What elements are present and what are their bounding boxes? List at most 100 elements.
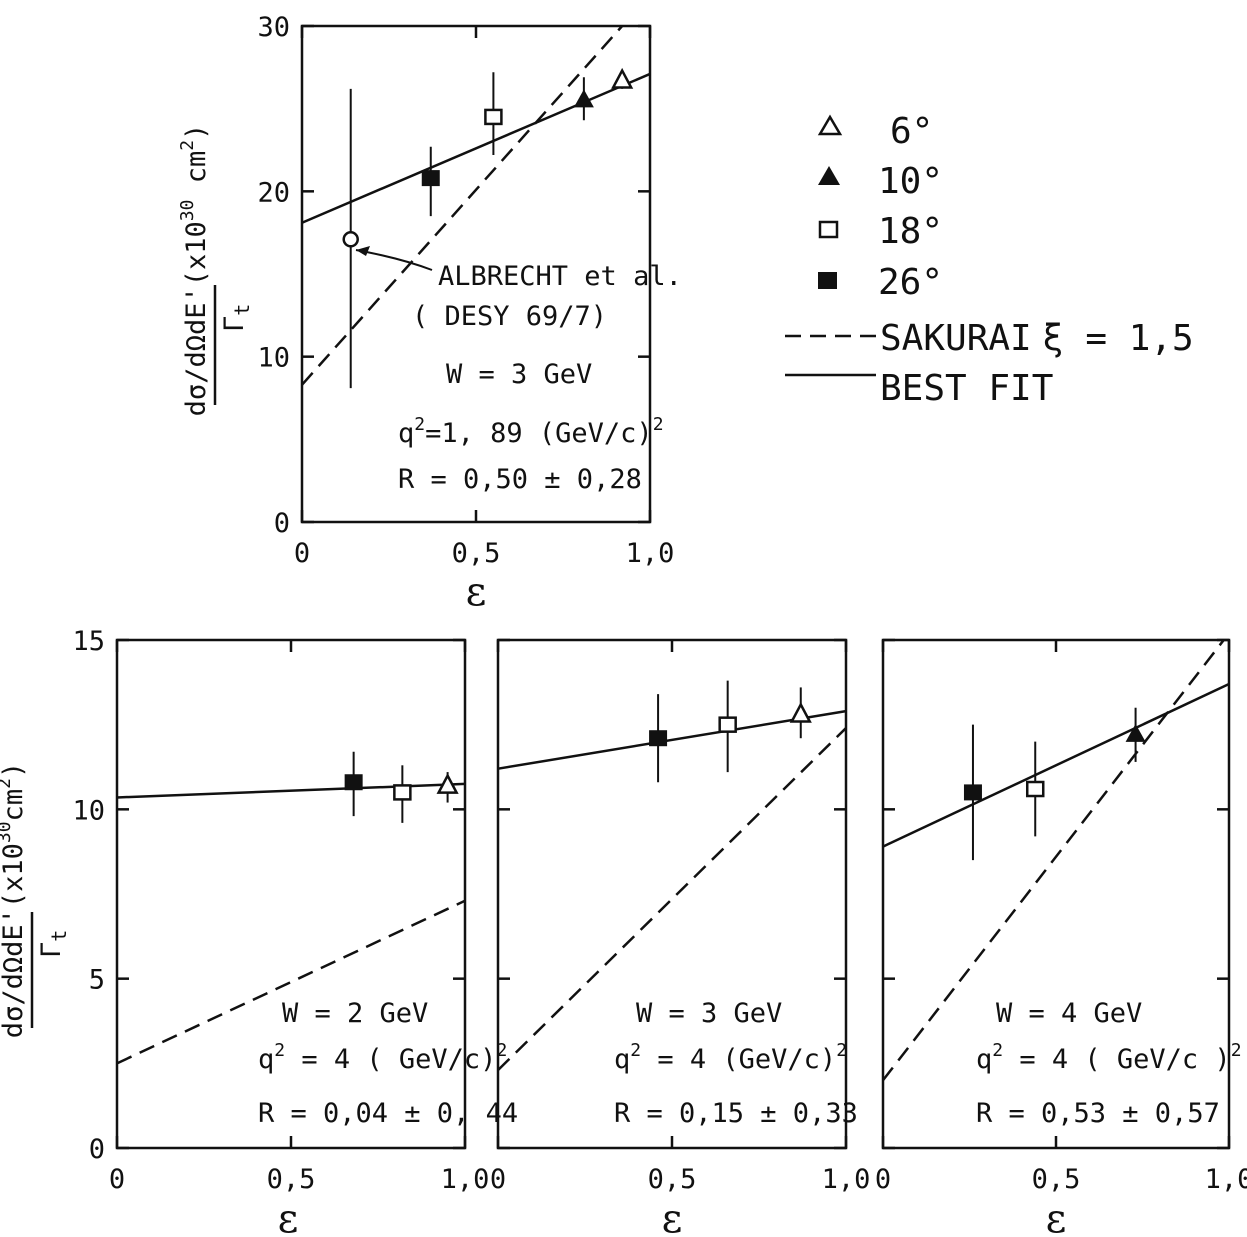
param-q2-value: = 4 (GeV/c) [641, 1044, 836, 1075]
marker-group [963, 707, 1146, 861]
filled-triangle-point [573, 89, 594, 108]
line-group [497, 709, 847, 1071]
legend-label-26deg: 26° [878, 262, 943, 303]
y-tick-label: 10 [257, 343, 290, 374]
param-w: W = 4 GeV [996, 998, 1142, 1029]
annotation-line-2: ( DESY 69/7) [412, 301, 607, 332]
legend-item-10deg: 10° [818, 161, 943, 202]
legend-item-18deg: 18° [818, 211, 943, 252]
y-label-unit2: cm [181, 151, 212, 200]
best-fit-line [882, 682, 1230, 848]
x-tick-label: 1,0 [822, 1164, 871, 1195]
x-tick-label: 0,5 [267, 1164, 316, 1195]
legend-item-26deg: 26° [818, 262, 943, 303]
sakurai-line [301, 25, 624, 386]
legend-item-best-fit: BEST FIT [785, 368, 1053, 409]
best-fit-line [497, 709, 847, 770]
line-group [301, 25, 651, 386]
albrecht-annotation: ALBRECHT et al. ( DESY 69/7) [355, 246, 682, 332]
y-label-numerator: dσ/dΩdE' [0, 908, 29, 1038]
param-q2-exp: 2 [274, 1040, 285, 1061]
param-q2: q2 = 4 (GeV/c)2 [614, 1040, 847, 1075]
param-r: R = 0,50 ± 0,28 [398, 464, 642, 495]
marker-group [649, 680, 812, 783]
param-q2-value: =1, 89 (GeV/c) [425, 418, 653, 449]
param-q2-value: = 4 ( GeV/c ) [1003, 1044, 1231, 1075]
y-label-exponent2: 2 [177, 140, 198, 151]
tick-group: 0 0,5 1,0 0 10 20 30 [257, 12, 674, 569]
param-r: R = 0,04 ± 0, 44 [258, 1098, 518, 1129]
legend-label-18deg: 18° [878, 211, 943, 252]
x-tick-label: 0,5 [648, 1164, 697, 1195]
sakurai-line [116, 899, 466, 1065]
x-tick-label: 0 [875, 1164, 891, 1195]
param-q2: q2=1, 89 (GeV/c)2 [398, 414, 664, 449]
open-triangle-point [611, 67, 634, 89]
y-label-exponent: 30 [177, 200, 198, 222]
y-label-exponent: 30 [0, 821, 15, 843]
filled-square-point [649, 730, 668, 747]
legend-label-best-fit: BEST FIT [880, 368, 1053, 409]
x-tick-label: 1,0 [1205, 1164, 1247, 1195]
chart-panel-bottom-middle: 0 0,5 1,0 ε W = 3 GeV q2 = 4 (GeV/c)2 R = … [490, 638, 871, 1237]
x-tick-label: 0 [109, 1164, 125, 1195]
y-tick-label: 0 [274, 508, 290, 539]
line-group [882, 639, 1230, 1082]
param-q2-unit-exp: 2 [653, 414, 664, 435]
svg-text:Γt: Γt [36, 930, 71, 958]
legend-label-xi: ξ = 1,5 [1042, 318, 1194, 359]
filled-square-point [421, 170, 440, 187]
param-q2-q: q [614, 1044, 630, 1075]
y-tick-label: 20 [257, 177, 290, 208]
y-label-denominator-sub: t [47, 930, 71, 942]
x-tick-label: 0,5 [452, 538, 501, 569]
legend-label-6deg: 6° [890, 111, 933, 152]
param-w: W = 2 GeV [282, 998, 428, 1029]
y-label-denominator: Γ [36, 942, 67, 958]
open-square-point [393, 784, 412, 801]
param-q2: q2 = 4 ( GeV/c )2 [976, 1040, 1242, 1075]
param-w: W = 3 GeV [446, 359, 592, 390]
y-tick-label: 30 [257, 12, 290, 43]
y-tick-label: 10 [72, 795, 105, 826]
marker-group [344, 751, 459, 823]
y-axis-label: dσ/dΩdE'(x1030 cm2) Γt [177, 124, 254, 417]
filled-square-marker [818, 272, 837, 289]
open-triangle-point [436, 772, 459, 794]
x-tick-label: 1,0 [626, 538, 675, 569]
y-label-unit: (x10 [181, 221, 212, 286]
open-square-point [484, 108, 503, 126]
annotation-line-1: ALBRECHT et al. [438, 261, 682, 292]
param-r: R = 0,53 ± 0,57 [976, 1098, 1220, 1129]
y-label-close: ) [0, 762, 29, 778]
param-q2-exp: 2 [414, 414, 425, 435]
legend-item-sakurai: SAKURAI ξ = 1,5 [785, 318, 1194, 359]
param-q2-q: q [398, 418, 414, 449]
param-q2-q: q [258, 1044, 274, 1075]
filled-triangle-marker [818, 166, 840, 185]
open-triangle-marker [817, 114, 843, 136]
x-tick-label: 0,5 [1032, 1164, 1081, 1195]
y-tick-label: 15 [72, 626, 105, 657]
tick-group: 0 0,5 1,0 [490, 638, 871, 1195]
legend-label-sakurai: SAKURAI [880, 318, 1032, 359]
chart-panel-bottom-right: 0 0,5 1,0 ε W = 4 GeV q2 = 4 ( GeV/c )2 R … [875, 638, 1247, 1237]
x-tick-label: 0 [294, 538, 310, 569]
y-label-numerator: dσ/dΩdE' [181, 286, 212, 416]
open-circle-point [342, 231, 359, 248]
param-q2-exp: 2 [630, 1040, 641, 1061]
open-square-marker [818, 220, 839, 239]
best-fit-line [116, 782, 466, 799]
param-q2-unit-exp: 2 [1231, 1040, 1242, 1061]
open-triangle-point [789, 701, 812, 723]
legend-item-6deg: 6° [817, 111, 933, 152]
y-label-unit: (x10 [0, 843, 29, 908]
param-r: R = 0,15 ± 0,33 [614, 1098, 858, 1129]
x-tick-label: 0 [490, 1164, 506, 1195]
x-axis-label: ε [662, 1196, 683, 1237]
marker-group [342, 67, 634, 389]
